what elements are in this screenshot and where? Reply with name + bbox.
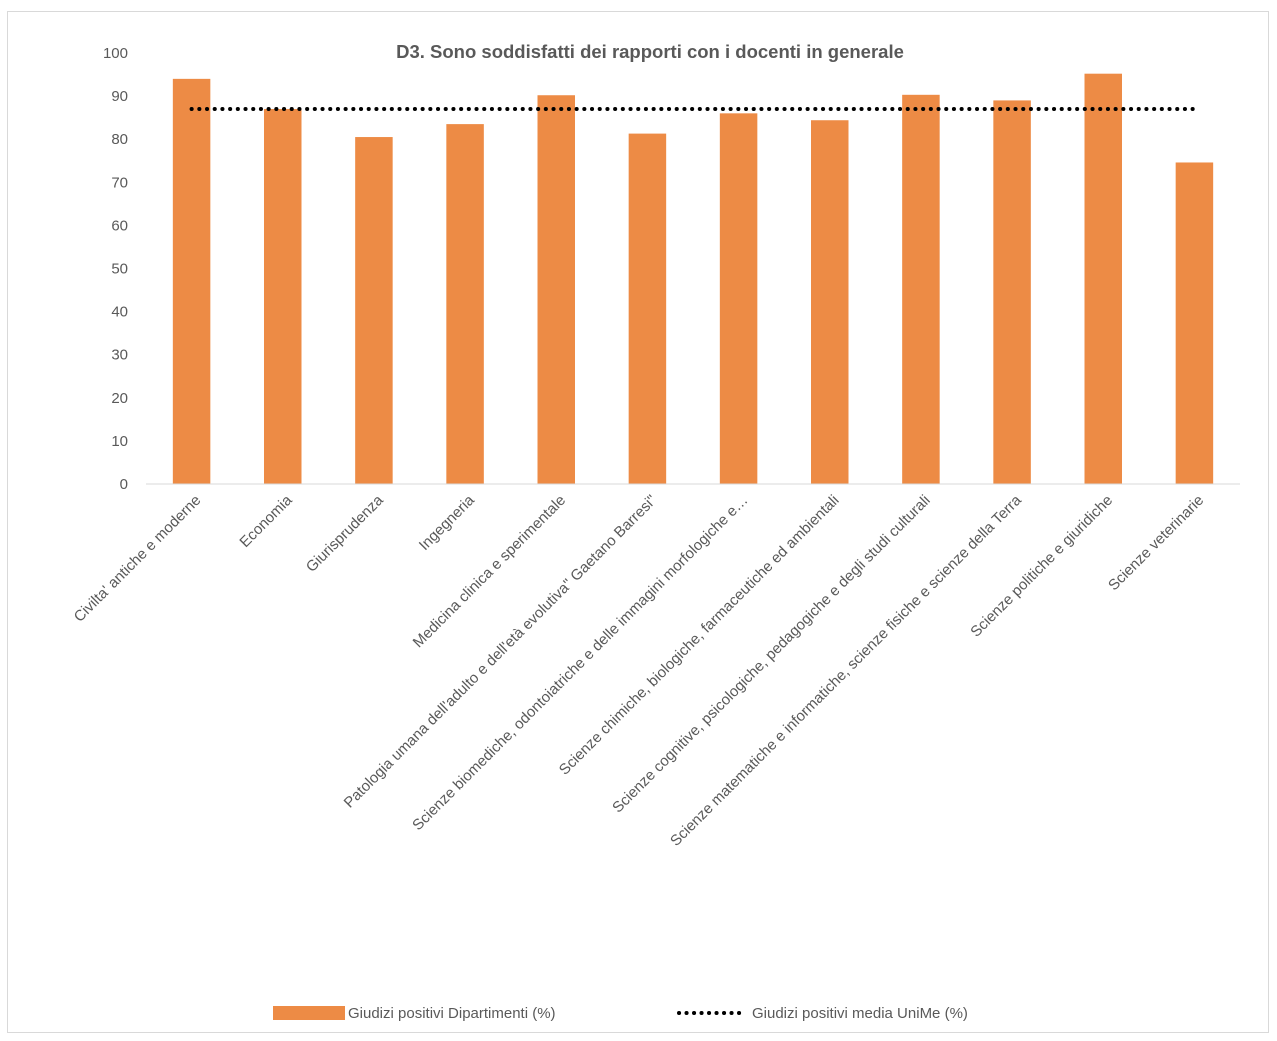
x-tick-label: Ingegneria (416, 491, 479, 554)
y-axis: 0 10 20 30 40 50 60 70 80 90 100 (103, 45, 128, 493)
y-tick-label: 70 (111, 174, 128, 191)
bar-series (172, 73, 1214, 485)
bar (993, 100, 1031, 484)
x-tick-label: Scienze matematiche e informatiche, scie… (667, 491, 1025, 849)
x-tick-label: Scienze veterinarie (1105, 492, 1207, 594)
x-tick-label: Scienze cognitive, psicologiche, pedagog… (609, 492, 934, 817)
legend: Giudizi positivi Dipartimenti (%) Giudiz… (273, 1005, 968, 1022)
bar (537, 95, 575, 484)
y-tick-label: 40 (111, 304, 128, 321)
bar (719, 113, 758, 484)
x-tick-label: Medicina clinica e sperimentale (410, 492, 569, 651)
chart-title: D3. Sono soddisfatti dei rapporti con i … (396, 41, 904, 62)
y-tick-label: 20 (111, 390, 128, 407)
legend-bar-label: Giudizi positivi Dipartimenti (%) (348, 1005, 556, 1022)
y-tick-label: 50 (111, 261, 128, 278)
bar (446, 124, 484, 485)
y-tick-label: 100 (103, 45, 128, 62)
bar (1084, 73, 1122, 485)
y-tick-label: 10 (111, 433, 128, 450)
legend-line-label: Giudizi positivi media UniMe (%) (752, 1005, 968, 1022)
x-tick-label: Civilta' antiche e moderne (71, 492, 205, 626)
bar (902, 94, 940, 484)
bar (264, 109, 302, 484)
legend-bar-swatch (273, 1006, 345, 1020)
y-tick-label: 0 (120, 476, 128, 493)
x-axis-labels: Civilta' antiche e moderne Economia Giuris… (71, 491, 1208, 849)
y-tick-label: 80 (111, 131, 128, 148)
y-tick-label: 90 (111, 88, 128, 105)
x-tick-label: Economia (236, 491, 296, 551)
bar (811, 120, 849, 485)
bar (628, 133, 667, 485)
x-tick-label: Patologia umana dell'adulto e dell'età e… (341, 492, 661, 812)
bar (355, 137, 393, 485)
bar (172, 78, 211, 485)
y-tick-label: 30 (111, 347, 128, 364)
x-tick-label: Scienze biomediche, odontoiatriche e del… (409, 492, 751, 834)
x-tick-label: Giurisprudenza (303, 491, 387, 575)
y-tick-label: 60 (111, 217, 128, 234)
bar (1175, 162, 1214, 484)
